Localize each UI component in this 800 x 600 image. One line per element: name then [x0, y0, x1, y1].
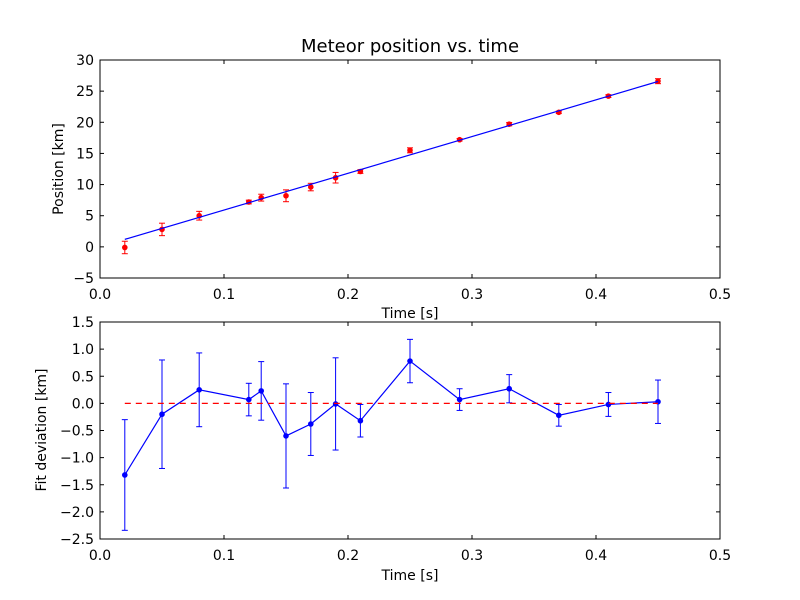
data-point	[556, 412, 562, 419]
data-point	[258, 388, 265, 394]
x-tick-label: 0.2	[337, 287, 359, 303]
fit-line	[124, 80, 659, 240]
y-tick-label: 15	[76, 146, 94, 162]
x-tick-label: 0.4	[585, 548, 607, 564]
deviation-chart: Time [s] Fit deviation [km] 0.0 0.1 0.2 0.3…	[34, 315, 731, 584]
y-tick-label: 0.5	[72, 369, 94, 385]
data-point	[456, 396, 463, 403]
x-tick-label: 0.3	[461, 548, 483, 564]
x-tick-label: 0.3	[461, 287, 483, 303]
y-tick-label: 1.5	[72, 315, 94, 331]
data-point	[407, 358, 413, 364]
data-point	[308, 184, 314, 190]
x-tick-label: 0.0	[89, 287, 111, 303]
data-point	[122, 244, 128, 251]
x-tick-label: 0.2	[337, 548, 359, 564]
plot-frame	[99, 59, 721, 279]
data-point	[122, 472, 128, 478]
x-tick-label: 0.0	[89, 548, 111, 564]
x-tick-label: 0.5	[709, 287, 731, 303]
y-tick-label: 5	[85, 209, 94, 225]
position-chart: Meteor position vs. time Time [s] Positi…	[51, 36, 731, 322]
data-point	[159, 411, 165, 418]
data-point	[196, 387, 202, 393]
chart-title: Meteor position vs. time	[301, 36, 519, 57]
y-tick-label: −2.5	[60, 532, 94, 548]
y-tick-label: 25	[76, 84, 94, 100]
y-tick-label: −1.5	[60, 478, 94, 494]
y-tick-label: 10	[76, 178, 94, 194]
y-tick-label: 0	[85, 240, 94, 256]
x-axis-label: Time [s]	[381, 306, 439, 322]
y-tick-label: 0.0	[72, 396, 94, 412]
data-point	[246, 396, 252, 403]
data-point	[655, 78, 661, 84]
x-tick-label: 0.1	[213, 548, 235, 564]
y-axis-label: Fit deviation [km]	[34, 368, 50, 491]
x-tick-label: 0.4	[585, 287, 607, 303]
data-point	[283, 192, 289, 199]
x-axis-label: Time [s]	[381, 568, 439, 584]
y-tick-label: −2.0	[60, 505, 94, 521]
y-tick-label: −1.0	[60, 451, 94, 467]
x-tick-label: 0.5	[709, 548, 731, 564]
data-point	[283, 433, 289, 439]
y-tick-label: 1.0	[72, 342, 94, 358]
y-tick-label: 20	[76, 115, 94, 131]
data-point	[357, 417, 364, 424]
y-axis-label: Position [km]	[51, 123, 67, 215]
data-point	[506, 385, 513, 392]
data-point	[407, 147, 413, 154]
y-tick-label: −0.5	[60, 424, 94, 440]
x-tick-label: 0.1	[213, 287, 235, 303]
y-tick-label: −5	[73, 271, 94, 287]
data-point	[308, 421, 314, 427]
y-tick-label: 30	[76, 53, 94, 69]
